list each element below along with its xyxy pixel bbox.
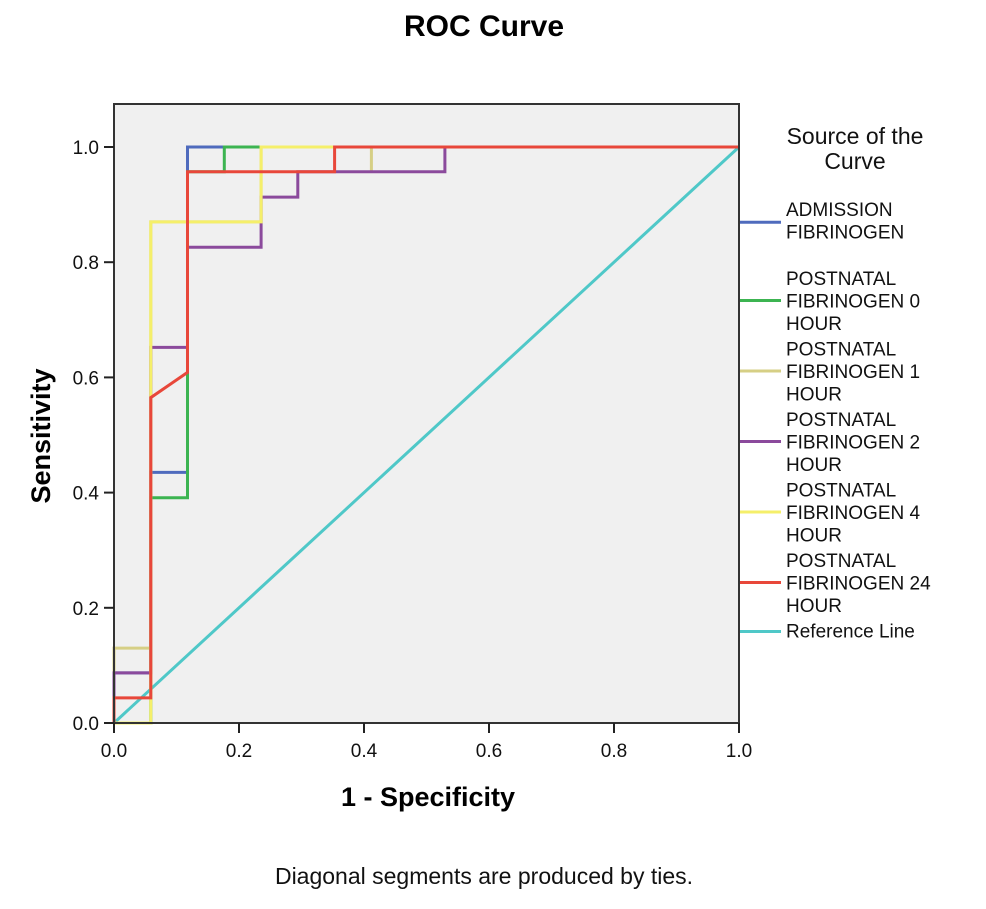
legend-label: FIBRINOGEN 4 [786,503,921,524]
series-line-postnatal-fibrinogen-24-hour [112,145,739,723]
legend-label: HOUR [786,455,842,476]
legend-title-line-2: Curve [824,148,885,174]
footnote: Diagonal segments are produced by ties. [275,863,693,889]
x-tick-label: 0.2 [226,741,252,762]
legend-label: FIBRINOGEN 0 [786,292,920,313]
chart-title: ROC Curve [404,10,564,43]
legend-label: POSTNATAL [786,410,896,431]
legend-label: HOUR [786,385,842,406]
legend-label: FIBRINOGEN 2 [786,433,920,454]
y-tick-label: 0.2 [73,599,99,620]
y-tick-label: 0.8 [73,253,99,274]
legend-label: POSTNATAL [786,481,896,502]
y-tick-label: 0.4 [73,484,100,505]
legend-label: FIBRINOGEN 1 [786,362,920,383]
legend-label: Reference Line [786,622,915,643]
legend-label: ADMISSION [786,200,893,221]
x-tick-label: 0.6 [476,741,502,762]
plot-area [114,104,739,723]
y-tick-label: 0.6 [73,368,99,389]
y-axis: 0.0 0.2 0.4 0.6 0.8 1.0 [73,138,114,735]
legend-label: POSTNATAL [786,269,896,290]
x-axis-label: 1 - Specificity [341,782,515,812]
x-axis: 0.0 0.2 0.4 0.6 0.8 1.0 [101,723,752,762]
legend-label: HOUR [786,596,842,617]
x-tick-label: 0.4 [351,741,378,762]
legend-label: HOUR [786,526,842,547]
y-tick-label: 0.0 [73,714,99,735]
legend-label: HOUR [786,314,842,335]
plot-frame [113,103,740,724]
legend-item: Reference Line [740,622,915,643]
x-tick-label: 0.0 [101,741,127,762]
y-axis-label: Sensitivity [26,368,56,503]
x-tick-label: 0.8 [601,741,627,762]
y-tick-label: 1.0 [73,138,99,159]
legend-label: POSTNATAL [786,340,896,361]
legend-title: Source of the [787,123,924,149]
legend-label: FIBRINOGEN 24 [786,574,931,595]
legend-label: FIBRINOGEN [786,223,904,244]
series-line-reference-line [112,145,741,725]
legend-label: POSTNATAL [786,551,896,572]
x-tick-label: 1.0 [726,741,752,762]
